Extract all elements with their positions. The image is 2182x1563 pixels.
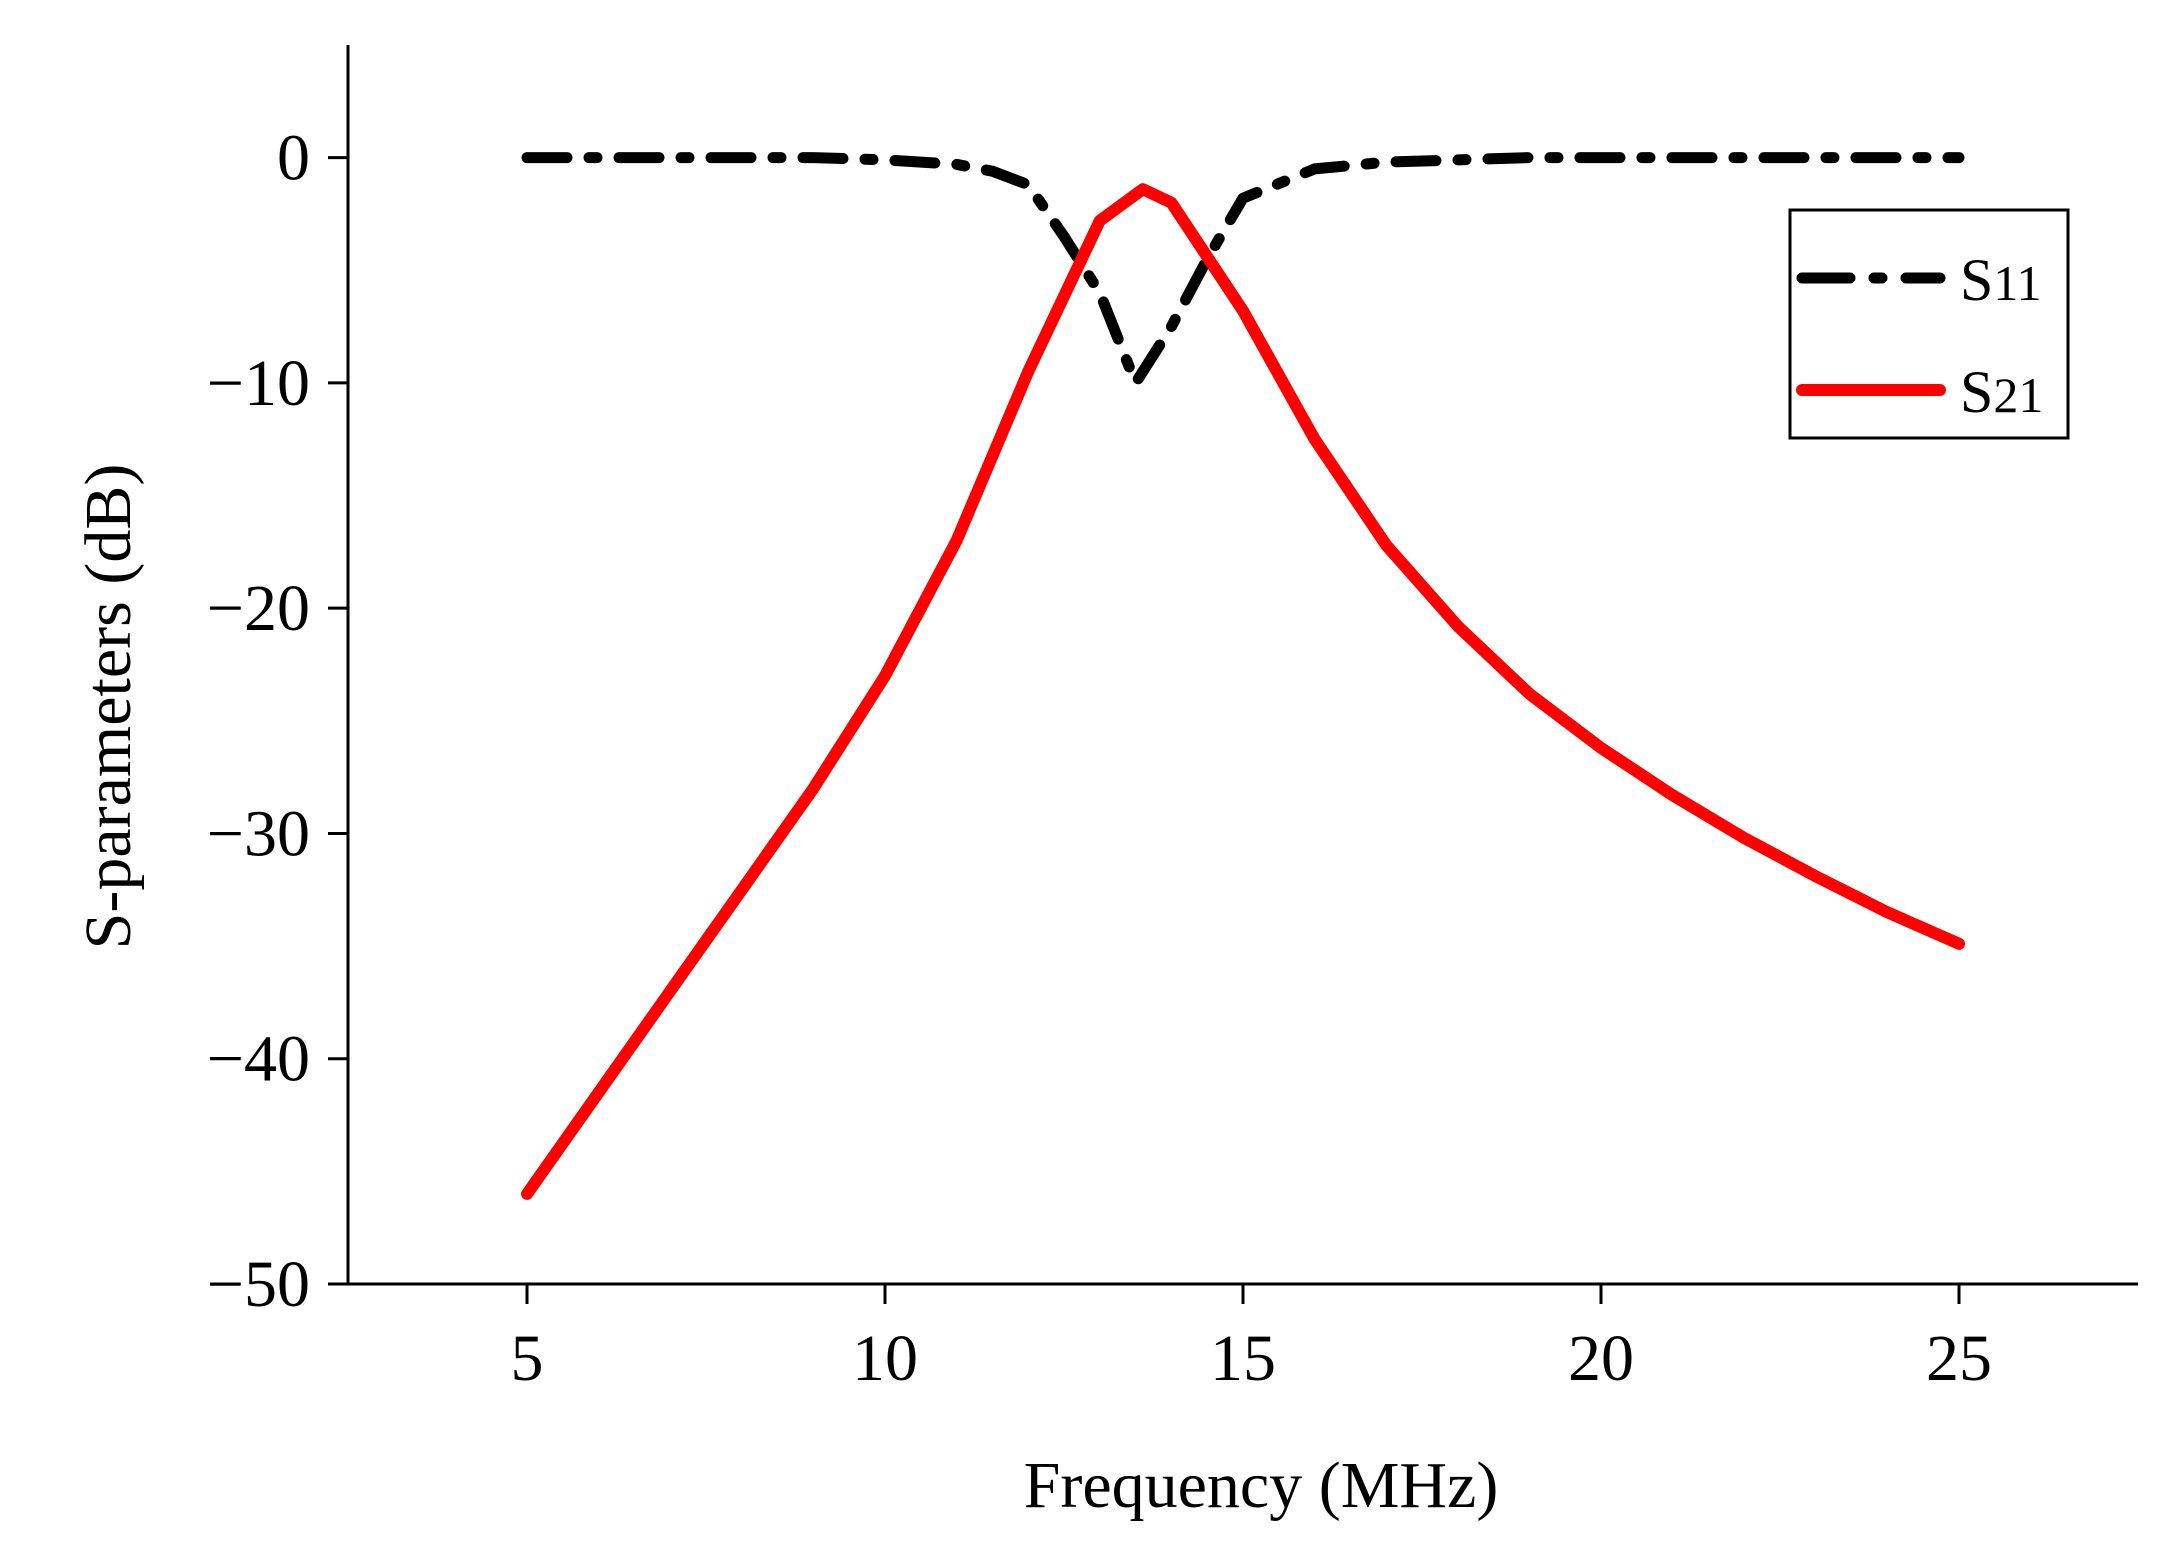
y-tick-label: −20 bbox=[207, 572, 310, 645]
x-tick-label: 15 bbox=[1210, 1322, 1276, 1395]
y-tick-label: −30 bbox=[207, 797, 310, 870]
legend-label-s11: S11 bbox=[1960, 247, 2042, 313]
legend-box bbox=[1788, 208, 2070, 440]
x-tick-label: 20 bbox=[1568, 1322, 1634, 1395]
y-tick-label: −40 bbox=[207, 1023, 310, 1096]
x-tick-label: 10 bbox=[852, 1322, 918, 1395]
series-line-s11 bbox=[521, 152, 1965, 389]
x-tick-label: 5 bbox=[511, 1322, 544, 1395]
x-tick-label: 25 bbox=[1926, 1322, 1992, 1395]
x-axis-title: Frequency (MHz) bbox=[1024, 1449, 1499, 1522]
legend-label-s21: S21 bbox=[1960, 359, 2043, 425]
series-line-s21 bbox=[521, 183, 1965, 1200]
y-axis-title: S-parameters (dB) bbox=[72, 464, 145, 950]
y-tick-label: −10 bbox=[207, 347, 310, 420]
y-tick-label: 0 bbox=[277, 122, 310, 195]
y-tick-label: −50 bbox=[207, 1248, 310, 1321]
